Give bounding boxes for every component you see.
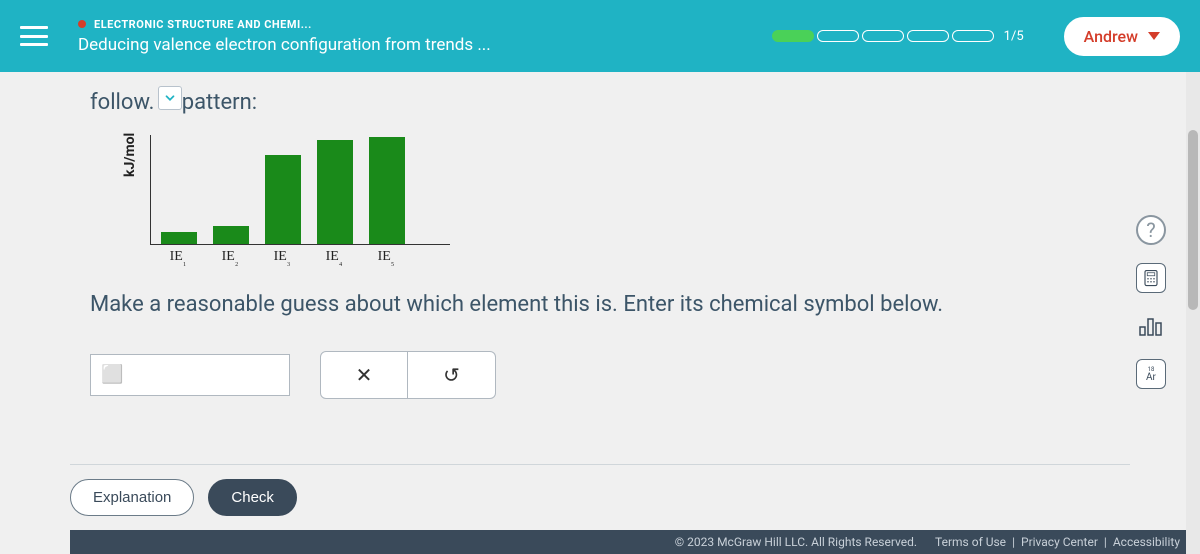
chart-bar: [317, 140, 353, 244]
side-toolbar: ? 18 Ar: [1136, 215, 1166, 389]
header-bar: ELECTRONIC STRUCTURE AND CHEMI... Deduci…: [0, 0, 1200, 72]
periodic-table-button[interactable]: 18 Ar: [1136, 359, 1166, 389]
explanation-button[interactable]: Explanation: [70, 479, 194, 516]
question-prompt: Make a reasonable guess about which elem…: [90, 289, 1150, 321]
progress-text: 1/5: [1004, 29, 1024, 44]
reset-button[interactable]: ↺: [408, 351, 496, 399]
copyright-text: © 2023 McGraw Hill LLC. All Rights Reser…: [675, 535, 917, 549]
scrollbar[interactable]: [1186, 72, 1200, 554]
footer: © 2023 McGraw Hill LLC. All Rights Reser…: [70, 530, 1200, 554]
chemical-symbol-input[interactable]: [90, 354, 290, 396]
progress-segment: [772, 30, 814, 42]
element-symbol: Ar: [1146, 373, 1156, 383]
progress-segment: [952, 30, 994, 42]
reset-icon: ↺: [443, 363, 460, 387]
tool-buttons: ✕ ↺: [320, 351, 496, 399]
user-menu[interactable]: Andrew: [1064, 17, 1180, 56]
collapse-toggle[interactable]: [158, 86, 182, 110]
calculator-icon: [1142, 269, 1160, 287]
progress-segment: [907, 30, 949, 42]
lesson-title: Deducing valence electron configuration …: [78, 35, 772, 55]
chart-xlabel: IE₁: [160, 249, 196, 267]
answer-row: ✕ ↺: [90, 351, 1150, 399]
calculator-button[interactable]: [1136, 263, 1166, 293]
stats-button[interactable]: [1136, 311, 1166, 341]
privacy-link[interactable]: Privacy Center: [1021, 535, 1098, 549]
chart-xlabel: IE₃: [264, 249, 300, 267]
clear-button[interactable]: ✕: [320, 351, 408, 399]
progress-indicator: 1/5: [772, 29, 1024, 44]
chart-bar: [213, 226, 249, 244]
user-name: Andrew: [1084, 27, 1138, 46]
close-icon: ✕: [356, 363, 373, 387]
header-titles: ELECTRONIC STRUCTURE AND CHEMI... Deduci…: [78, 18, 772, 55]
chart-xlabel: IE₄: [316, 249, 352, 267]
chart-bar: [265, 155, 301, 244]
chart-ylabel: kJ/mol: [122, 133, 138, 177]
content-area: follow. pattern: kJ/mol IE₁IE₂IE₃IE₄IE₅ …: [0, 72, 1200, 409]
menu-hamburger-icon[interactable]: [20, 26, 48, 46]
help-button[interactable]: ?: [1136, 215, 1166, 245]
chart-xlabel: IE₅: [368, 249, 404, 267]
action-bar: Explanation Check: [70, 464, 1130, 516]
chart-bar: [369, 137, 405, 244]
progress-segment: [862, 30, 904, 42]
intro-text: follow. pattern:: [90, 90, 1150, 115]
terms-link[interactable]: Terms of Use: [935, 535, 1006, 549]
chart-bar: [161, 232, 197, 244]
check-button[interactable]: Check: [208, 479, 297, 516]
record-dot-icon: [78, 20, 86, 28]
scrollbar-thumb[interactable]: [1188, 130, 1198, 310]
bar-chart-icon: [1138, 315, 1164, 337]
accessibility-link[interactable]: Accessibility: [1113, 535, 1180, 549]
help-icon: ?: [1146, 218, 1155, 242]
ionization-energy-chart: kJ/mol IE₁IE₂IE₃IE₄IE₅: [150, 135, 450, 267]
chevron-down-icon: [1148, 32, 1160, 40]
chart-xlabel: IE₂: [212, 249, 248, 267]
course-title: ELECTRONIC STRUCTURE AND CHEMI...: [94, 18, 312, 31]
progress-segment: [817, 30, 859, 42]
